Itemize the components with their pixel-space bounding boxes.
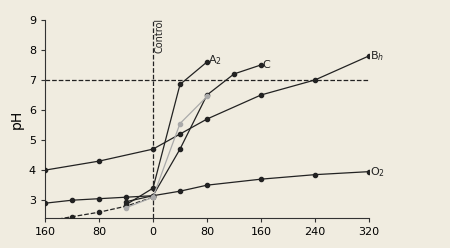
Text: B$_h$: B$_h$ <box>370 49 384 63</box>
Text: C: C <box>262 60 270 70</box>
Text: Control: Control <box>154 18 164 54</box>
Y-axis label: pH: pH <box>9 109 23 129</box>
Text: O$_2$: O$_2$ <box>370 165 385 179</box>
Text: A$_2$: A$_2$ <box>208 54 222 67</box>
